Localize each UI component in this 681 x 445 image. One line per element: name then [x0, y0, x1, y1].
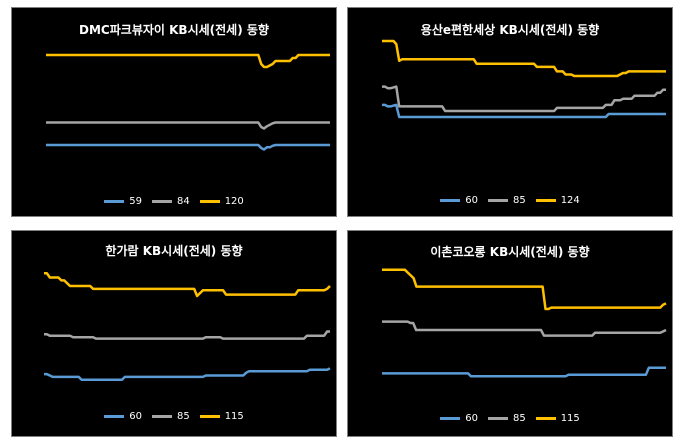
legend-label: 59: [129, 196, 142, 207]
chart-legend: 59 84 120: [12, 196, 336, 207]
chart-title: DMC파크뷰자이 KB시세(전세) 동향: [79, 23, 269, 37]
series-line-115: [382, 268, 667, 311]
series-line-124: [382, 39, 666, 78]
legend-label: 120: [224, 196, 244, 207]
chart-legend: 60 85 115: [348, 413, 672, 424]
chart-panel-hangaram: 한가람 KB시세(전세) 동향 60 85 115: [11, 230, 337, 437]
legend-swatch: [487, 417, 508, 420]
series-line-120: [46, 53, 330, 69]
legend-swatch: [487, 199, 508, 202]
chart-title: 이촌코오롱 KB시세(전세) 동향: [430, 245, 590, 259]
legend-swatch: [440, 417, 461, 420]
legend-swatch: [535, 417, 556, 420]
series-line-60: [382, 103, 666, 119]
legend-label: 84: [176, 196, 190, 207]
legend-swatch: [535, 199, 556, 202]
line-plot: [382, 39, 666, 119]
legend-swatch: [440, 199, 461, 202]
legend-label: 115: [224, 411, 244, 422]
chart-title: 한가람 KB시세(전세) 동향: [105, 244, 243, 258]
legend-item: 115: [535, 413, 580, 424]
line-plot: [44, 272, 331, 382]
series-line-60: [44, 367, 331, 382]
line-plot: [382, 268, 667, 378]
legend-swatch: [151, 200, 172, 203]
legend-item: 60: [440, 413, 478, 424]
legend-label: 60: [465, 413, 478, 424]
legend-label: 60: [129, 411, 142, 422]
legend-item: 59: [104, 196, 142, 207]
legend-item: 85: [487, 195, 526, 206]
chart-panel-yongsan: 용산e편한세상 KB시세(전세) 동향 60 85 124: [347, 7, 673, 217]
legend-label: 85: [512, 413, 526, 424]
chart-panel-dmc: DMC파크뷰자이 KB시세(전세) 동향 59 84 120: [11, 7, 337, 217]
legend-item: 120: [199, 196, 244, 207]
legend-swatch: [199, 200, 220, 203]
legend-item: 84: [151, 196, 190, 207]
legend-swatch: [104, 200, 125, 203]
series-line-115: [44, 272, 331, 298]
chart-legend: 60 85 124: [348, 195, 672, 206]
legend-label: 85: [512, 195, 526, 206]
series-line-59: [46, 143, 330, 151]
line-plot: [46, 53, 330, 151]
legend-item: 60: [440, 195, 478, 206]
legend-item: 60: [104, 411, 142, 422]
series-line-60: [382, 366, 666, 378]
series-line-85: [44, 330, 330, 340]
legend-label: 124: [560, 195, 580, 206]
legend-swatch: [199, 415, 220, 418]
legend-item: 85: [151, 411, 190, 422]
series-line-84: [46, 121, 330, 130]
legend-swatch: [104, 415, 125, 418]
legend-label: 115: [560, 413, 580, 424]
legend-label: 85: [176, 411, 190, 422]
chart-panel-ichon: 이촌코오롱 KB시세(전세) 동향 60 85 115: [347, 230, 673, 437]
legend-item: 124: [535, 195, 580, 206]
series-line-85: [382, 320, 667, 337]
chart-title: 용산e편한세상 KB시세(전세) 동향: [420, 23, 600, 37]
legend-swatch: [151, 415, 172, 418]
series-line-85: [382, 85, 666, 113]
legend-item: 85: [487, 413, 526, 424]
legend-label: 60: [465, 195, 478, 206]
legend-item: 115: [199, 411, 244, 422]
chart-legend: 60 85 115: [12, 411, 336, 422]
